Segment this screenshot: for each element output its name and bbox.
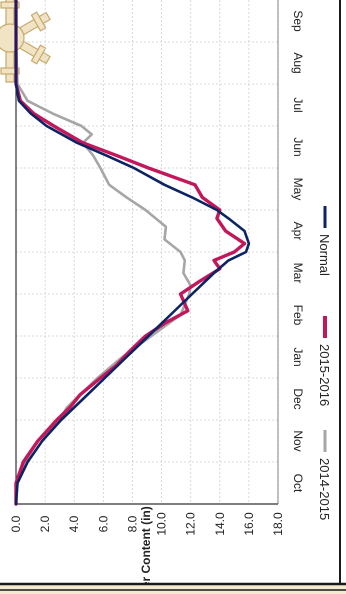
y-tick-label: 16.0 [242,512,256,536]
legend-label: 2014-2015 [317,458,332,520]
y-tick-label: 2.0 [38,515,52,532]
y-tick-label: 0.0 [9,515,23,532]
y-tick-label: 14.0 [213,512,227,536]
month-label: Nov [291,430,305,451]
y-axis-label: Water Content (in) [139,506,153,594]
bottom-border-fill [0,584,346,594]
legend-label: 2015-2016 [317,344,332,406]
month-label: Feb [291,305,305,326]
month-label: Sep [291,10,305,32]
y-tick-label: 18.0 [271,512,285,536]
month-label: Mar [291,263,305,284]
snowflake-core [0,24,24,52]
plot-area [16,0,278,504]
month-label: Apr [291,222,305,241]
y-tick-label: 8.0 [125,515,139,532]
y-tick-label: 10.0 [155,512,169,536]
month-label: May [291,178,305,201]
month-label: Oct [291,474,305,493]
month-label: Jul [291,97,305,112]
month-label: Jan [291,347,305,366]
y-axis-label-group: Water Content (in) [139,506,153,594]
y-tick-label: 4.0 [67,515,81,532]
legend-label: Normal [317,234,332,276]
month-label: Aug [291,52,305,73]
y-tick-label: 6.0 [96,515,110,532]
month-label: Jun [291,137,305,156]
y-tick-label: 12.0 [184,512,198,536]
chart-legend: 2014-2015 2015-2016 Normal [317,206,332,520]
month-label: Dec [291,388,305,409]
